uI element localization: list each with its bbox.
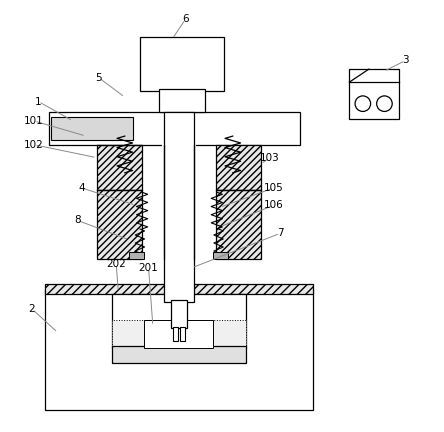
Text: 6: 6	[182, 14, 189, 25]
Text: 7: 7	[277, 228, 284, 238]
Bar	[173, 327, 178, 341]
Text: 4: 4	[78, 183, 85, 193]
Text: 103: 103	[260, 152, 279, 163]
Text: 3: 3	[402, 55, 409, 66]
Bar	[112, 294, 246, 348]
Text: 102: 102	[24, 140, 44, 150]
Bar	[215, 145, 261, 190]
Text: 101: 101	[24, 116, 44, 126]
Bar	[159, 89, 205, 112]
Bar	[349, 69, 399, 119]
Bar	[140, 37, 224, 91]
Bar	[97, 145, 142, 190]
Text: 1: 1	[35, 96, 42, 107]
Text: 201: 201	[139, 263, 159, 273]
Text: 5: 5	[95, 73, 102, 83]
Bar	[45, 284, 313, 294]
Bar	[97, 190, 142, 259]
Bar	[129, 252, 144, 259]
Bar	[214, 252, 229, 259]
Bar	[49, 112, 300, 145]
Text: 8: 8	[74, 215, 81, 226]
Bar	[112, 320, 246, 348]
Text: 106: 106	[264, 200, 284, 210]
Text: 2: 2	[28, 304, 35, 314]
Bar	[180, 327, 185, 341]
Bar	[45, 289, 313, 410]
Bar	[52, 117, 134, 140]
Text: 202: 202	[106, 258, 126, 269]
Bar	[144, 320, 214, 348]
Bar	[164, 112, 194, 302]
Bar	[112, 346, 246, 363]
Bar	[171, 300, 186, 328]
Bar	[215, 190, 261, 259]
Text: 105: 105	[264, 183, 284, 193]
